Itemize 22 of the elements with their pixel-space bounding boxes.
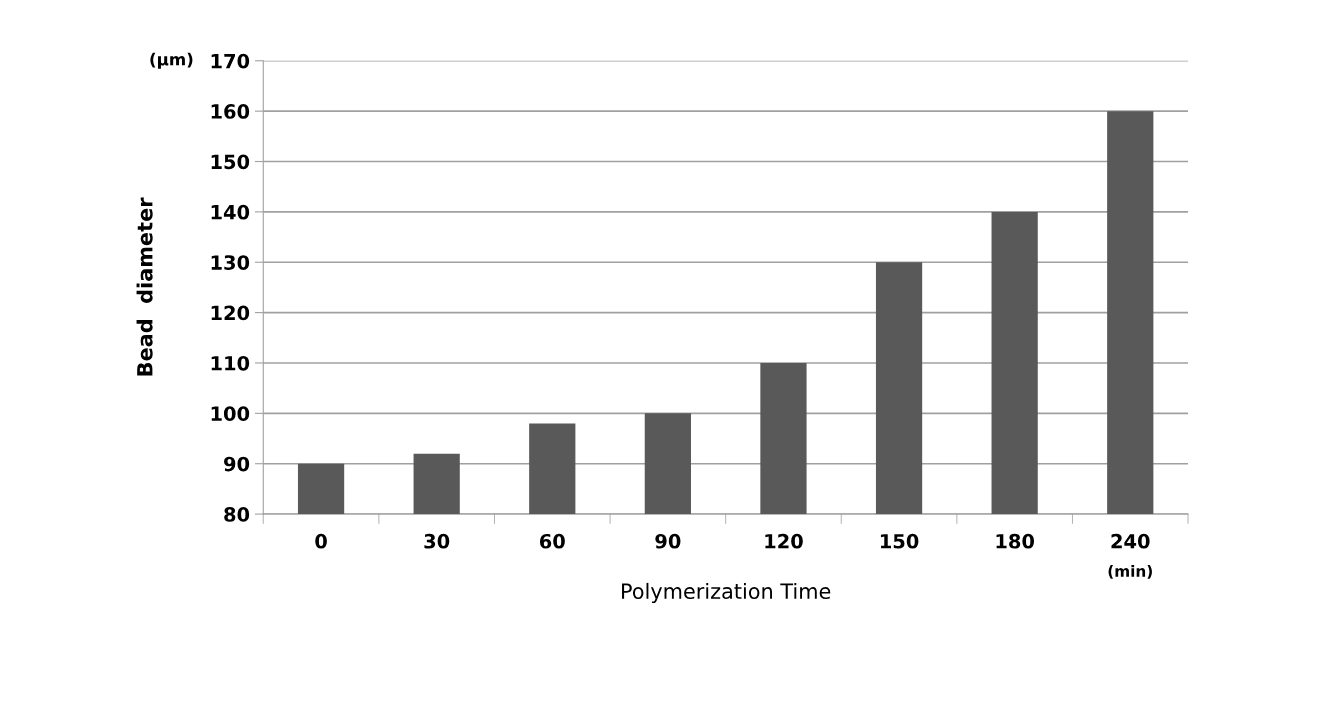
y-axis-title: Bead diameter <box>136 197 153 376</box>
y-tick-label: 170 <box>211 53 250 69</box>
x-tick-label: 90 <box>655 533 681 549</box>
y-tick-label: 90 <box>224 456 250 472</box>
x-tick-label: 0 <box>315 533 327 549</box>
y-tick-label: 100 <box>211 406 250 422</box>
x-tick-label: 180 <box>996 533 1035 549</box>
y-tick-label: 150 <box>211 154 250 170</box>
text: (μm) <box>150 52 193 69</box>
y-tick-label: 140 <box>211 204 250 220</box>
y-tick-label: 120 <box>211 305 250 321</box>
y-tick-label: 130 <box>211 255 250 270</box>
y-tick-label: 160 <box>211 104 250 119</box>
x-tick-label: 150 <box>880 533 919 549</box>
x-tick-label: 60 <box>539 533 565 549</box>
x-tick-label: 120 <box>765 533 803 549</box>
x-axis-title: Polymerization Time <box>622 582 831 604</box>
y-tick-label: 80 <box>224 507 250 522</box>
y-tick-label: 110 <box>211 355 250 371</box>
text: (min) <box>1108 565 1152 579</box>
x-tick-label: 240 <box>1111 533 1150 549</box>
x-tick-label: 30 <box>424 533 450 549</box>
